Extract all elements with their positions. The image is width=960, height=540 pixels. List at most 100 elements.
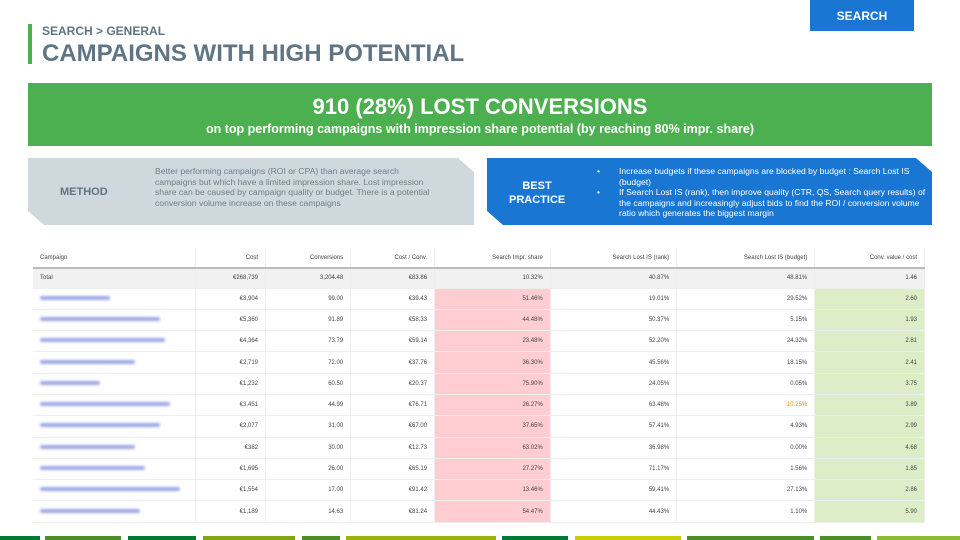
table-cell: 27.13% [676, 479, 816, 502]
table-cell: €91.42 [350, 479, 436, 502]
lost-conversions-banner: 910 (28%) LOST CONVERSIONS on top perfor… [28, 83, 932, 146]
table-cell: €67.00 [350, 415, 436, 438]
table-cell: €81.24 [350, 500, 436, 523]
redacted-campaign-name [40, 444, 135, 449]
table-cell: 54.47% [434, 500, 551, 523]
table-cell: €1,232 [195, 373, 267, 395]
banner-headline: 910 (28%) LOST CONVERSIONS [312, 94, 648, 119]
campaign-name-link[interactable] [33, 394, 196, 417]
best-practice-label: BEST PRACTICE [509, 180, 566, 206]
column-header[interactable]: Search Lost IS (rank) [550, 248, 678, 269]
table-cell: 30.00 [265, 437, 352, 459]
table-cell: 23.48% [434, 330, 551, 353]
table-cell: 1.56% [676, 458, 816, 481]
table-row: €5,360 91.89 €58.33 44.48% 50.37% 5.15% 1.93 [33, 309, 925, 332]
table-cell: €1,189 [195, 500, 267, 523]
table-row: €1,189 14.63 €81.24 54.47% 44.43% 1.10% 5.90 [33, 500, 925, 523]
stripe-segment [45, 536, 121, 540]
banner-subline: on top performing campaigns with impress… [205, 122, 755, 136]
campaign-name-link[interactable] [33, 373, 196, 395]
table-cell: €3,904 [195, 288, 267, 310]
table-cell: €4,364 [195, 330, 267, 353]
title-accent-bar [28, 24, 32, 64]
campaign-name-link[interactable] [33, 415, 196, 438]
table-cell: €3,451 [195, 394, 267, 417]
stripe-segment [502, 536, 568, 540]
campaign-name-link[interactable] [33, 351, 196, 374]
table-cell: 2.86 [814, 479, 925, 502]
redacted-campaign-name [40, 508, 140, 513]
table-cell: 2.41 [814, 351, 925, 374]
column-header[interactable]: Cost / Conv. [350, 248, 436, 269]
stripe-segment [820, 536, 871, 540]
table-cell: 17.00 [265, 479, 352, 502]
search-button[interactable]: SEARCH [810, 0, 914, 31]
table-cell: €1,554 [195, 479, 267, 502]
table-cell: 1.10% [676, 500, 816, 523]
campaign-name-link[interactable] [33, 330, 196, 353]
table-cell: 44.48% [434, 309, 551, 332]
method-panel: METHOD Better performing campaigns (ROI … [28, 158, 474, 225]
table-cell: 52.20% [550, 330, 678, 353]
table-cell: 36.30% [434, 351, 551, 374]
table-cell: €12.73 [350, 437, 436, 459]
column-header[interactable]: Conv. value / cost [814, 248, 925, 269]
table-row: €1,232 60.50 €20.37 75.90% 24.05% 0.05% 3.75 [33, 373, 925, 395]
best-practice-panel: BEST PRACTICE Increase budgets if these … [487, 158, 932, 225]
table-cell: €39.43 [350, 288, 436, 310]
table-cell: 5.90 [814, 500, 925, 523]
campaigns-table: Campaign Cost Conversions Cost / Conv. Searc… [33, 248, 925, 523]
table-cell: 37.65% [434, 415, 551, 438]
table-cell: €20.37 [350, 373, 436, 395]
table-cell: 10.25% [676, 394, 816, 417]
table-cell: €58.33 [350, 309, 436, 332]
total-cell: €83.86 [350, 268, 436, 289]
table-cell: 44.43% [550, 500, 678, 523]
table-cell: 24.05% [550, 373, 678, 395]
table-row: €2,077 31.00 €67.00 37.65% 57.41% 4.93% 2.99 [33, 415, 925, 438]
campaign-name-link[interactable] [33, 500, 196, 523]
table-cell: €2,077 [195, 415, 267, 438]
campaign-name-link[interactable] [33, 458, 196, 481]
table-cell: 26.00 [265, 458, 352, 481]
redacted-campaign-name [40, 423, 160, 428]
table-cell: €1,695 [195, 458, 267, 481]
redacted-campaign-name [40, 402, 170, 407]
campaign-name-link[interactable] [33, 288, 196, 310]
stripe-segment [203, 536, 295, 540]
total-cell: 40.87% [550, 268, 678, 289]
column-header[interactable]: Search Lost IS (budget) [676, 248, 816, 269]
campaign-name-link[interactable] [33, 479, 196, 502]
total-cell: €268,739 [195, 268, 267, 289]
table-cell: €76.71 [350, 394, 436, 417]
table-cell: 1.93 [814, 309, 925, 332]
stripe-segment [128, 536, 196, 540]
table-cell: 1.85 [814, 458, 925, 481]
page-title: CAMPAIGNS WITH HIGH POTENTIAL [42, 40, 465, 67]
table-cell: 2.60 [814, 288, 925, 310]
table-cell: 75.90% [434, 373, 551, 395]
best-practice-item: If Search Lost IS (rank), then improve q… [597, 187, 927, 219]
table-cell: 19.01% [550, 288, 678, 310]
column-header[interactable]: Campaign [33, 248, 196, 269]
campaign-name-link[interactable] [33, 437, 196, 459]
table-row: €2,719 72.00 €37.76 36.30% 45.56% 18.15% 2.41 [33, 351, 925, 374]
column-header[interactable]: Conversions [265, 248, 352, 269]
method-text: Better performing campaigns (ROI or CPA)… [155, 166, 430, 208]
table-cell: 45.56% [550, 351, 678, 374]
column-header[interactable]: Cost [195, 248, 267, 269]
table-cell: 0.05% [676, 373, 816, 395]
table-cell: 99.00 [265, 288, 352, 310]
column-header[interactable]: Search Impr. share [434, 248, 551, 269]
total-cell: 1.46 [814, 268, 925, 289]
redacted-campaign-name [40, 380, 100, 385]
stripe-segment [346, 536, 496, 540]
campaign-name-link[interactable] [33, 309, 196, 332]
table-row: €4,364 73.79 €59.14 23.48% 52.20% 24.32% 2.81 [33, 330, 925, 353]
total-cell: 48.81% [676, 268, 816, 289]
total-cell: Total [33, 268, 196, 289]
redacted-campaign-name [40, 466, 145, 471]
table-cell: 2.81 [814, 330, 925, 353]
table-cell: 63.02% [434, 437, 551, 459]
table-cell: 3.75 [814, 373, 925, 395]
